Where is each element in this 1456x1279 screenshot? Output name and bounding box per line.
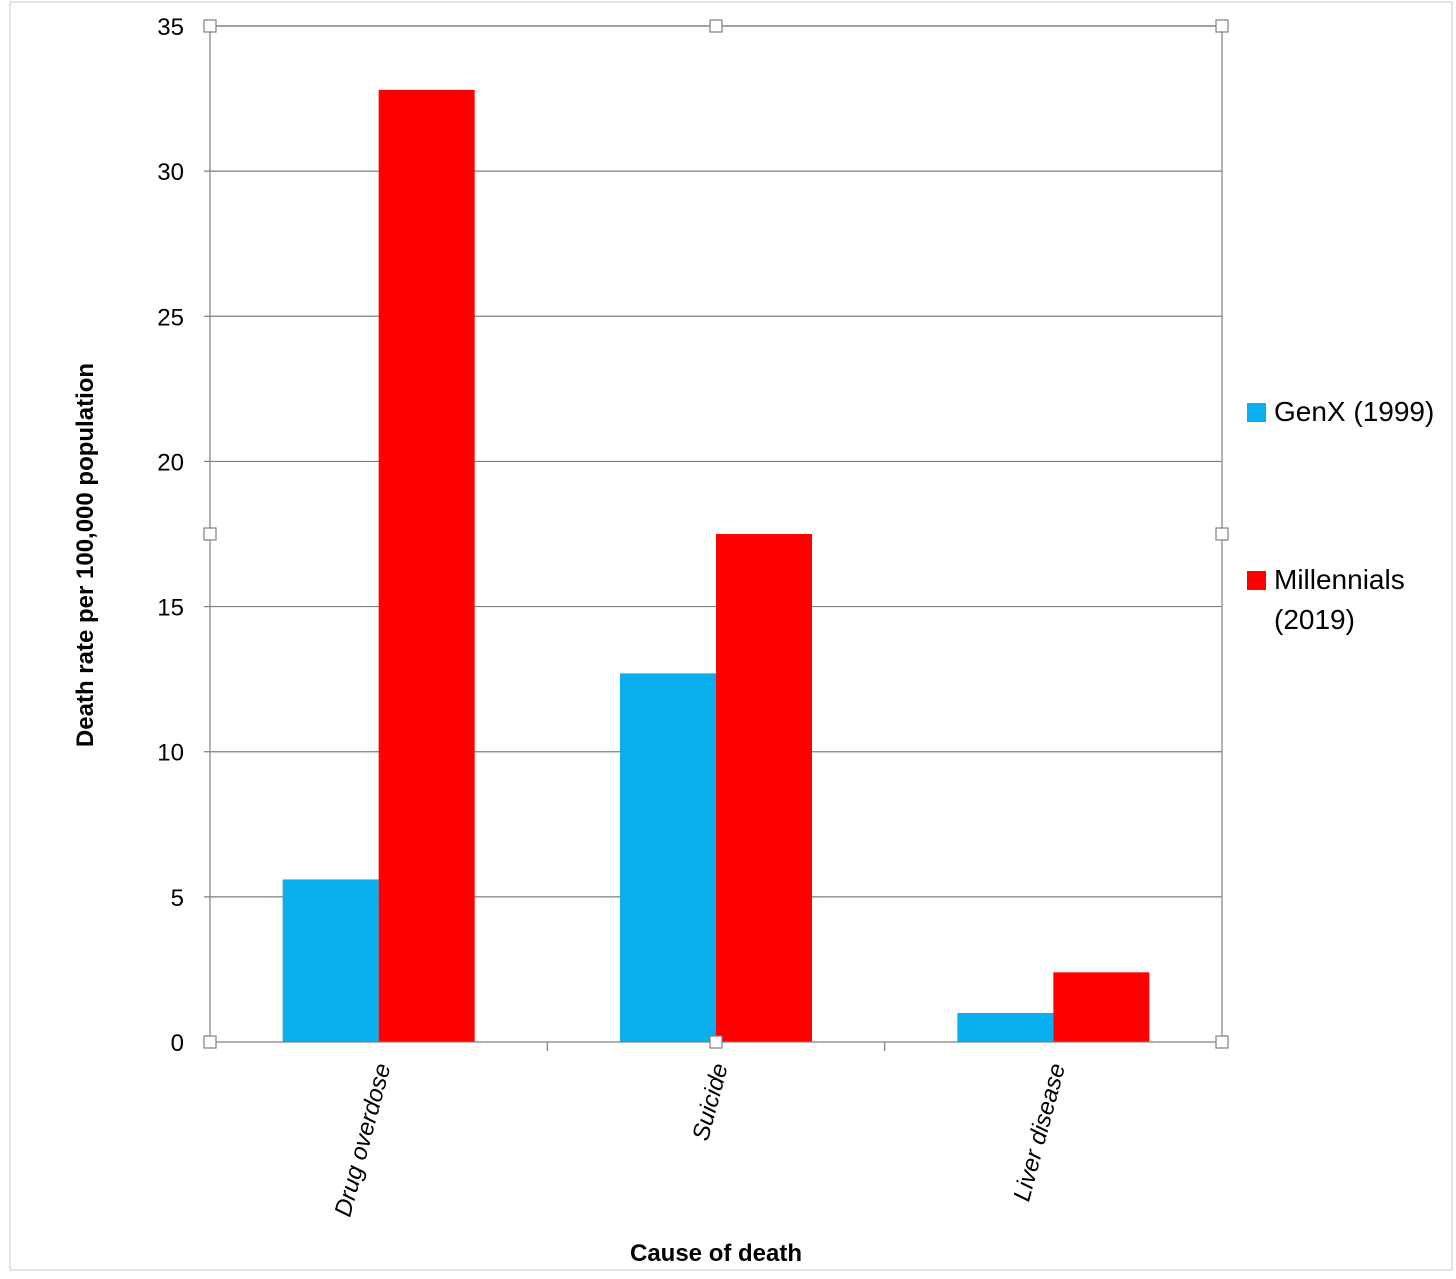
x-axis-title: Cause of death [630, 1240, 802, 1267]
resize-handle-1-0[interactable] [709, 19, 723, 33]
resize-handle-2-2[interactable] [1215, 1035, 1229, 1049]
resize-handle-1-2[interactable] [709, 1035, 723, 1049]
bar-liver-disease-millennials [1053, 972, 1150, 1042]
x-tick-label-liver-disease: Liver disease [1008, 1061, 1071, 1205]
resize-handle-0-2[interactable] [203, 1035, 217, 1049]
resize-handle-0-1[interactable] [203, 527, 217, 541]
legend: GenX (1999) Millennials (2019) [1247, 396, 1434, 635]
x-tick-label-drug-overdose: Drug overdose [330, 1061, 397, 1220]
legend-label-millennials-line-2: (2019) [1274, 604, 1355, 635]
legend-label-genx: GenX (1999) [1274, 396, 1434, 427]
resize-handle-2-1[interactable] [1215, 527, 1229, 541]
y-tick-label-5: 5 [171, 885, 184, 912]
y-tick-label-15: 15 [157, 595, 184, 622]
resize-handle-0-0[interactable] [203, 19, 217, 33]
chart-area-border [9, 1, 1453, 1271]
y-tick-label-35: 35 [157, 14, 184, 41]
y-tick-label-25: 25 [157, 304, 184, 331]
bar-drug-overdose-millennials [378, 89, 475, 1042]
y-tick-label-30: 30 [157, 159, 184, 186]
y-tick-label-20: 20 [157, 449, 184, 476]
bar-suicide-genx [620, 673, 716, 1042]
legend-label-millennials: Millennials (2019) [1274, 564, 1405, 635]
legend-swatch-millennials [1247, 571, 1266, 590]
y-axis-title: Death rate per 100,000 population [72, 363, 99, 747]
legend-label-millennials-line-1: Millennials [1274, 564, 1405, 595]
bar-drug-overdose-genx [282, 879, 379, 1042]
y-tick-label-10: 10 [157, 740, 184, 767]
bars [282, 89, 1150, 1042]
legend-swatch-genx [1247, 403, 1266, 422]
selection-handles[interactable] [203, 19, 1229, 1049]
resize-handle-2-0[interactable] [1215, 19, 1229, 33]
bar-suicide-millennials [716, 534, 812, 1042]
y-tick-label-0: 0 [171, 1030, 184, 1057]
x-tick-label-suicide: Suicide [687, 1061, 733, 1144]
bar-liver-disease-genx [957, 1012, 1054, 1042]
